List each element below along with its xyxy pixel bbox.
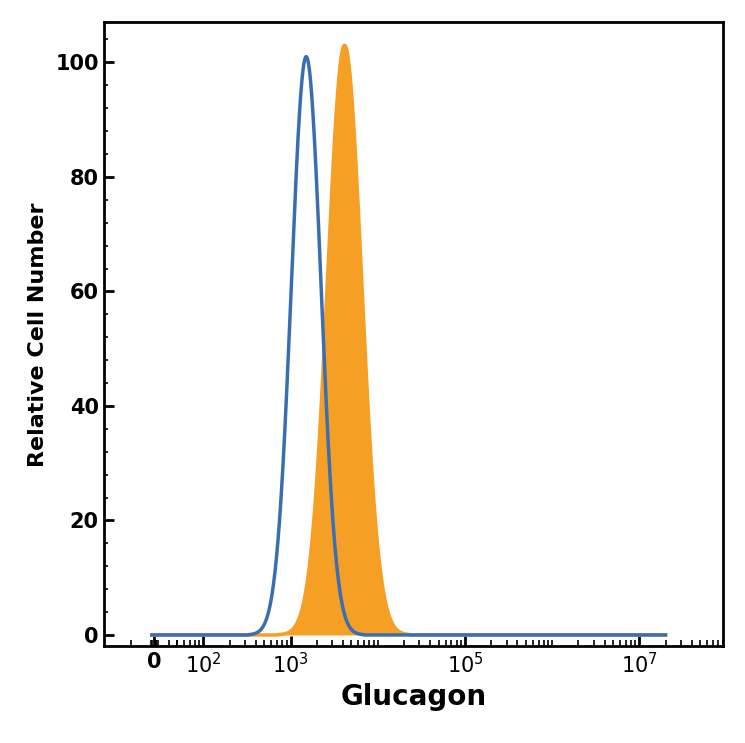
Y-axis label: Relative Cell Number: Relative Cell Number — [28, 202, 48, 467]
X-axis label: Glucagon: Glucagon — [340, 683, 486, 711]
